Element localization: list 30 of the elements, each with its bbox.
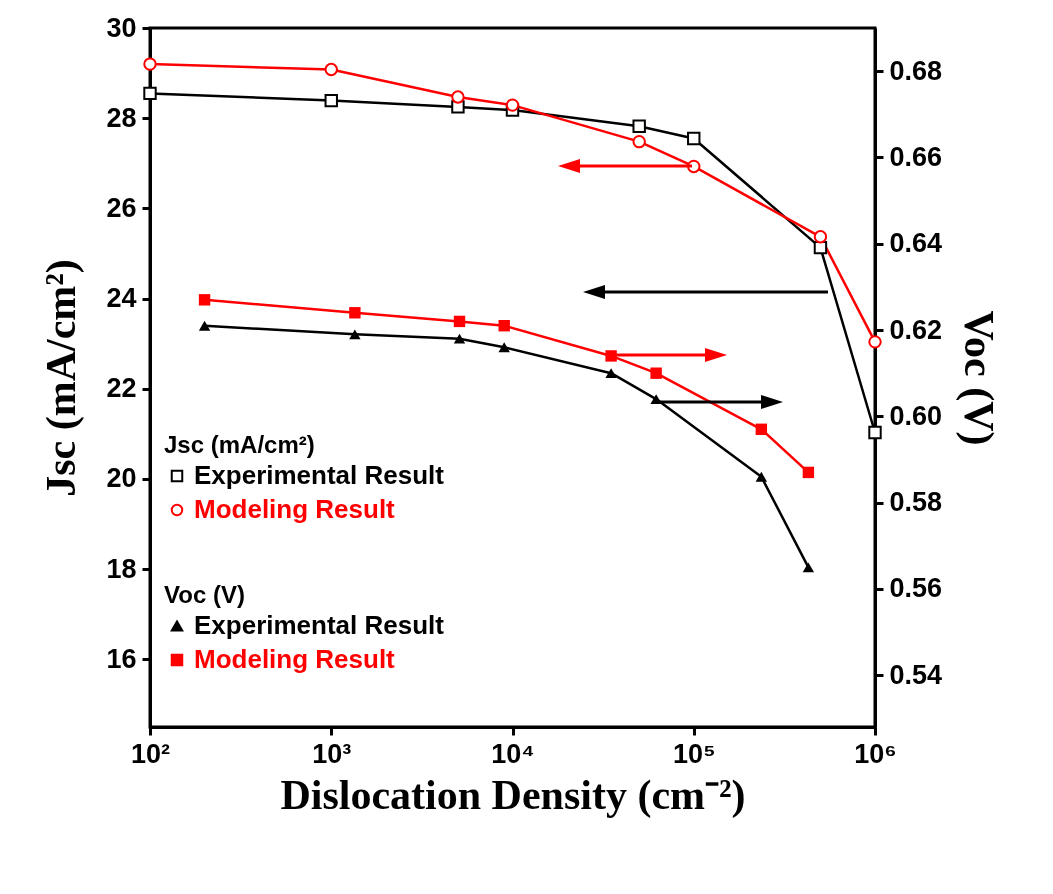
legend-label: Experimental Result [194, 460, 445, 490]
y2-tick-label: 0.62 [889, 314, 943, 345]
y2-tick-label: 0.54 [889, 659, 943, 690]
legend-label: Modeling Result [194, 494, 396, 524]
y2-tick-label: 0.68 [889, 55, 943, 86]
y2-tick-label: 0.56 [889, 573, 943, 604]
y-tick-label: 18 [106, 553, 137, 584]
y2-tick-label: 0.58 [889, 487, 943, 518]
x-axis-title: Dislocation Density (cm⁻²) [280, 771, 746, 819]
text: Voc (V) [164, 581, 245, 608]
y-tick-label: 30 [106, 12, 137, 43]
y-tick-label: 16 [106, 643, 137, 674]
x-tick-label: 10⁵ [672, 738, 716, 769]
x-tick-label: 10² [130, 738, 171, 769]
y2-tick-label: 0.66 [889, 141, 943, 172]
x-tick-label: 10⁶ [854, 738, 897, 769]
y2-axis-title: Voc (V) [955, 310, 1003, 446]
legend-label: Modeling Result [194, 644, 396, 674]
y-tick-label: 24 [106, 283, 137, 314]
x-tick-label: 10⁴ [491, 738, 535, 769]
text: Jsc (mA/cm²) [164, 431, 315, 458]
y-tick-label: 20 [106, 463, 137, 494]
x-tick-label: 10³ [312, 738, 352, 769]
legend-label: Experimental Result [194, 610, 445, 640]
y-tick-label: 26 [106, 192, 137, 223]
y-tick-label: 28 [106, 102, 137, 133]
y-axis-title: Jsc (mA/cm²) [38, 259, 86, 497]
y2-tick-label: 0.64 [889, 228, 943, 259]
y-tick-label: 22 [106, 373, 137, 404]
y2-tick-label: 0.60 [889, 400, 943, 431]
